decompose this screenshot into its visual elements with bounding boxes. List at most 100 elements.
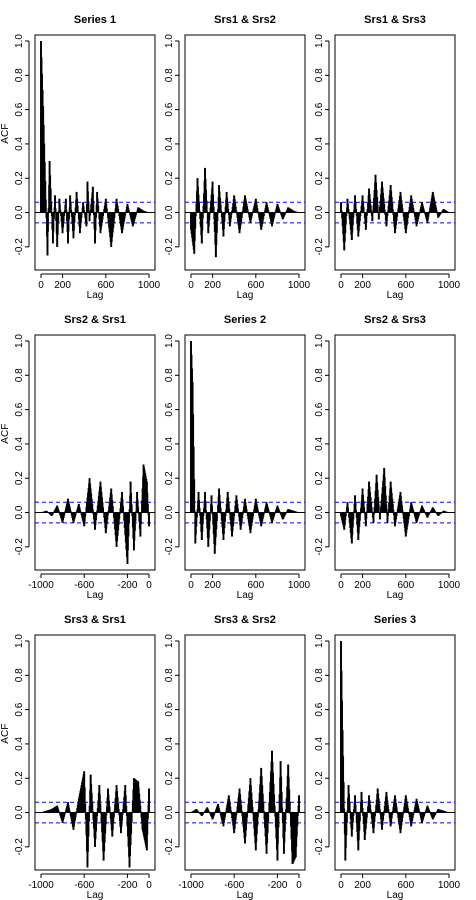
x-tick-label: 1000 [288,280,311,291]
x-tick-label: 1000 [438,580,461,591]
y-tick-label: 0.2 [164,171,175,185]
y-tick-label: 0.8 [314,368,325,382]
y-tick-label: 1.0 [14,334,25,348]
panel-title: Series 2 [224,314,266,326]
x-tick-label: -200 [117,580,137,591]
acf-panel: Srs2 & Srs1 -0.2 0.0 0.2 0.4 0.6 0.8 1.0 ACF -100… [0,314,156,601]
acf-bars [40,464,150,564]
y-tick-label: 0.6 [314,102,325,116]
plot-frame [34,334,156,571]
panel-title: Series 1 [74,14,116,26]
acf-panel: Srs2 & Srs3 -0.2 0.0 0.2 0.4 0.6 0.8 1.0 0 200 600… [314,314,461,601]
y-tick-label: 0.0 [14,505,25,519]
y-tick-label: 0.8 [14,368,25,382]
y-tick-label: 0.4 [314,437,325,451]
y-tick-label: 0.2 [314,171,325,185]
x-tick-label: -1000 [28,580,54,591]
panel-title: Srs3 & Srs1 [64,614,126,626]
y-tick-label: -0.2 [164,538,175,556]
y-tick-label: 1.0 [164,334,175,348]
x-tick-label: -600 [74,580,94,591]
y-axis-label: ACF [0,124,11,144]
y-tick-label: 0.2 [14,171,25,185]
x-axis-label: Lag [387,890,404,900]
x-tick-label: -200 [267,880,287,891]
acf-bars [40,41,150,256]
acf-bars [340,641,450,861]
y-tick-label: 0.6 [14,402,25,416]
panel-title: Srs2 & Srs3 [364,314,426,326]
x-axis-label: Lag [87,890,104,900]
y-tick-label: 0.8 [14,668,25,682]
x-tick-label: 0 [146,580,152,591]
y-tick-label: 0.0 [164,805,175,819]
y-tick-label: -0.2 [314,538,325,556]
x-tick-label: 0 [338,580,344,591]
y-tick-label: 0.6 [314,402,325,416]
y-axis-label: ACF [0,424,11,444]
y-tick-label: 0.0 [314,505,325,519]
y-tick-label: 1.0 [14,634,25,648]
acf-bars [40,771,150,868]
y-tick-label: 0.6 [14,102,25,116]
x-tick-label: -600 [74,880,94,891]
y-tick-label: -0.2 [14,238,25,256]
x-tick-label: 0 [188,280,194,291]
y-tick-label: 1.0 [164,34,175,48]
x-tick-label: 600 [397,280,414,291]
y-tick-label: 0.0 [314,805,325,819]
acf-panel: Srs3 & Srs1 -0.2 0.0 0.2 0.4 0.6 0.8 1.0 ACF -100… [0,614,156,900]
x-axis-label: Lag [237,590,254,601]
x-tick-label: 200 [204,280,221,291]
y-tick-label: 1.0 [314,334,325,348]
acf-bars [190,167,300,258]
y-tick-label: 1.0 [164,634,175,648]
x-tick-label: -200 [117,880,137,891]
x-tick-label: 600 [247,580,264,591]
plot-frame [184,634,306,871]
plot-frame [334,334,456,571]
y-tick-label: -0.2 [314,238,325,256]
x-axis-label: Lag [387,590,404,601]
acf-bars [190,750,300,864]
x-tick-label: 1000 [438,880,461,891]
x-tick-label: 600 [247,280,264,291]
plot-frame [34,34,156,271]
y-tick-label: 0.8 [314,68,325,82]
acf-bars [340,467,450,544]
x-tick-label: 1000 [138,280,161,291]
x-tick-label: -600 [224,880,244,891]
y-tick-label: 0.0 [164,505,175,519]
x-axis-label: Lag [387,290,404,301]
x-tick-label: 200 [354,280,371,291]
acf-panel: Series 3 -0.2 0.0 0.2 0.4 0.6 0.8 1.0 0 200 600 100… [314,614,461,900]
panel-title: Srs2 & Srs1 [64,314,126,326]
x-tick-label: 0 [338,880,344,891]
x-tick-label: 600 [397,580,414,591]
plot-frame [34,634,156,871]
y-tick-label: 0.0 [314,205,325,219]
x-axis-label: Lag [237,890,254,900]
x-tick-label: -1000 [178,880,204,891]
y-tick-label: 0.4 [164,737,175,751]
y-tick-label: 0.0 [14,805,25,819]
y-tick-label: 0.4 [164,437,175,451]
y-tick-label: 0.4 [14,437,25,451]
y-tick-label: 0.2 [164,471,175,485]
y-tick-label: 0.6 [164,402,175,416]
y-tick-label: 0.8 [314,668,325,682]
plot-frame [334,634,456,871]
acf-bars [190,341,300,554]
x-tick-label: 200 [354,880,371,891]
x-tick-label: 1000 [438,280,461,291]
y-tick-label: 0.4 [314,137,325,151]
x-tick-label: 0 [146,880,152,891]
panel-title: Series 3 [374,614,416,626]
acf-panel: Srs1 & Srs2 -0.2 0.0 0.2 0.4 0.6 0.8 1.0 0 200 600… [164,14,311,301]
y-tick-label: 0.0 [14,205,25,219]
plot-frame [184,34,306,271]
y-tick-label: 0.4 [14,737,25,751]
x-axis-label: Lag [237,290,254,301]
y-tick-label: -0.2 [14,538,25,556]
